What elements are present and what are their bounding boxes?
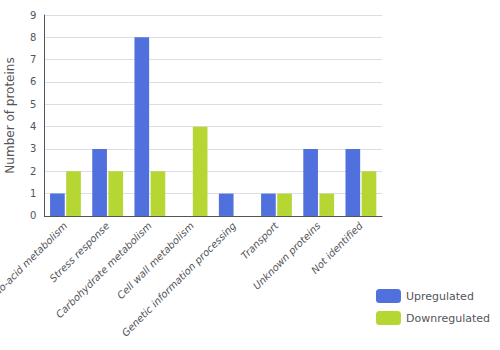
svg-text:Downregulated: Downregulated xyxy=(406,312,490,325)
svg-text:5: 5 xyxy=(30,99,36,110)
svg-text:Not identified: Not identified xyxy=(309,220,365,276)
svg-text:0: 0 xyxy=(30,210,36,221)
svg-text:Number of proteins: Number of proteins xyxy=(3,57,17,173)
svg-text:Stress response: Stress response xyxy=(47,220,112,285)
svg-text:2: 2 xyxy=(30,166,36,177)
svg-text:7: 7 xyxy=(30,54,36,65)
svg-text:3: 3 xyxy=(30,143,36,154)
svg-text:8: 8 xyxy=(30,32,36,43)
svg-text:6: 6 xyxy=(30,76,36,87)
svg-text:Genetic information processing: Genetic information processing xyxy=(120,220,239,339)
svg-text:Upregulated: Upregulated xyxy=(406,290,474,303)
svg-text:Transport: Transport xyxy=(239,219,281,261)
svg-text:Carbohydrate metabolism: Carbohydrate metabolism xyxy=(53,220,154,321)
svg-text:9: 9 xyxy=(30,10,36,21)
svg-text:1: 1 xyxy=(30,188,36,199)
svg-text:Unknown proteins: Unknown proteins xyxy=(251,220,323,292)
svg-text:Cell wall metabolism: Cell wall metabolism xyxy=(115,220,196,301)
svg-text:4: 4 xyxy=(30,121,36,132)
